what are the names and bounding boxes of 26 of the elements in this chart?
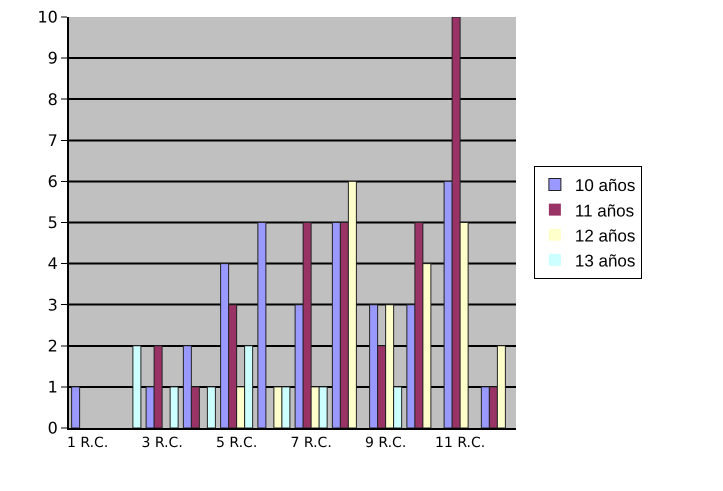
y-tick-label: 8 [48,90,58,109]
bar [170,386,179,428]
x-tick-label: 1 R.C. [66,434,108,451]
y-tick-label: 1 [48,378,58,396]
y-tick-label: 0 [48,418,58,438]
legend-label: 13 años [574,251,636,270]
bar [257,222,266,428]
y-tick-label: 4 [48,254,58,274]
bar [71,386,80,428]
legend-label: 11 años [574,201,634,220]
x-tick-label: 11 R.C. [435,434,486,451]
y-tick-label: 2 [48,336,58,356]
y-tick-label: 10 [37,8,58,27]
y-tick-label: 9 [48,48,58,68]
y-tick-label: 3 [48,295,58,314]
x-tick-label: 5 R.C. [216,434,258,451]
y-tick-label: 6 [48,172,58,191]
bar [206,386,216,428]
x-tick-label: 3 R.C. [141,434,183,451]
y-tick-label: 5 [48,213,58,232]
legend-label: 12 años [574,226,636,246]
y-tick-label: 7 [48,130,58,150]
x-tick-label: 7 R.C. [290,434,332,451]
legend-label: 10 años [574,176,636,196]
bar [132,345,142,428]
x-tick-label: 9 R.C. [364,434,406,451]
